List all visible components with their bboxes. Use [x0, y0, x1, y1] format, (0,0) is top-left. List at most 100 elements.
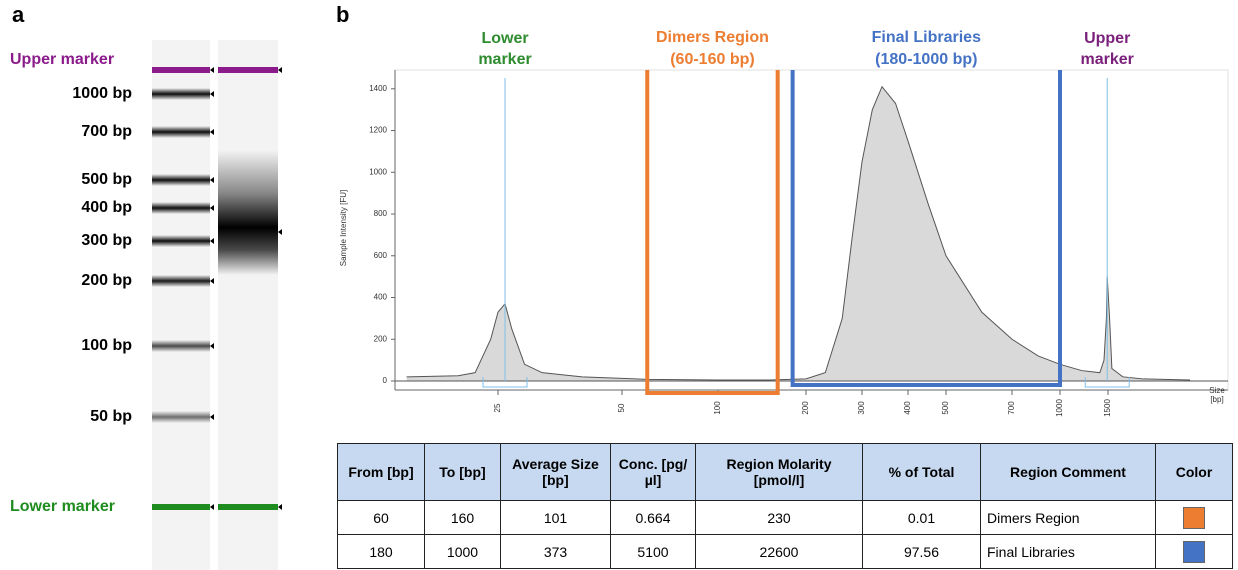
ladder-lane [152, 40, 210, 570]
ladder-label: 700 bp [81, 123, 132, 140]
y-tick-label: 600 [374, 251, 388, 260]
marker-band [218, 67, 278, 73]
figure: a b Sample Intensity [FU] 1000 bp 700 bp 5… [0, 0, 1238, 570]
y-tick-label: 1200 [369, 126, 387, 135]
ladder-band [152, 174, 210, 186]
ladder-band [152, 340, 210, 352]
table-cell: 160 [425, 501, 501, 535]
ladder-label: 200 bp [81, 272, 132, 289]
y-tick-label: 0 [383, 376, 388, 385]
band-arrow [210, 414, 214, 420]
ladder-label: 500 bp [81, 171, 132, 188]
band-arrow [210, 129, 214, 135]
ladder-band [152, 126, 210, 138]
band-arrow [278, 229, 282, 235]
region-name: Final Libraries [872, 29, 981, 46]
table-cell: 180 [338, 535, 425, 569]
marker-label: Upper marker [10, 51, 114, 68]
y-tick-label: 800 [374, 209, 388, 218]
x-tick-label: 400 [903, 401, 912, 415]
table-cell: 22600 [696, 535, 863, 569]
marker-annotation: Lower marker [473, 28, 537, 70]
panel-letter: b [336, 2, 349, 27]
x-tick-label: 500 [941, 401, 950, 415]
table-cell: 1000 [425, 535, 501, 569]
region-box [647, 70, 777, 393]
table-cell: 60 [338, 501, 425, 535]
ladder-band [152, 202, 210, 214]
header-cell: Region Molarity [pmol/l] [696, 444, 863, 501]
sample-lane [218, 40, 278, 570]
band-arrow [210, 278, 214, 284]
header-cell: Color [1156, 444, 1233, 501]
ladder-band [152, 88, 210, 100]
color-cell [1156, 535, 1233, 569]
ladder-band [152, 235, 210, 247]
header-cell: To [bp] [425, 444, 501, 501]
table-cell: 373 [501, 535, 611, 569]
table-cell: Dimers Region [981, 501, 1156, 535]
sample-smear [218, 150, 278, 275]
x-tick-label: 200 [801, 401, 810, 415]
table-cell: 101 [501, 501, 611, 535]
band-arrow [278, 67, 282, 73]
table-cell: Final Libraries [981, 535, 1156, 569]
band-arrow [210, 67, 214, 73]
x-tick-label: 1500 [1103, 399, 1112, 417]
x-tick-label: 300 [857, 401, 866, 415]
band-arrow [210, 238, 214, 244]
marker-band [152, 67, 210, 73]
table-cell: 0.664 [611, 501, 696, 535]
plot-frame [395, 70, 1228, 390]
band-arrow [210, 504, 214, 510]
band-arrow [278, 504, 282, 510]
color-swatch [1183, 541, 1205, 563]
color-swatch [1183, 507, 1205, 529]
header-row: From [bp]To [bp]Average Size [bp]Conc. [… [338, 444, 1233, 501]
region-range: (60-160 bp) [670, 51, 754, 68]
table-cell: 97.56 [863, 535, 981, 569]
header-cell: From [bp] [338, 444, 425, 501]
ladder-label: 50 bp [90, 408, 132, 425]
y-tick-label: 400 [374, 293, 388, 302]
y-tick-label: 1000 [369, 167, 387, 176]
marker-annotation: Upper marker [1075, 28, 1139, 70]
marker-band [152, 504, 210, 510]
trace-fill [407, 87, 1190, 381]
x-tick-label: 25 [493, 403, 502, 412]
band-arrow [210, 91, 214, 97]
x-axis-label: Size [bp] [1206, 386, 1228, 404]
ladder-label: 1000 bp [72, 85, 132, 102]
x-tick-label: 50 [617, 403, 626, 412]
x-tick-label: 1000 [1055, 399, 1064, 417]
header-cell: Average Size [bp] [501, 444, 611, 501]
ladder-label: 400 bp [81, 199, 132, 216]
table-cell: 230 [696, 501, 863, 535]
table-cell: 5100 [611, 535, 696, 569]
band-arrow [210, 205, 214, 211]
table-cell: 0.01 [863, 501, 981, 535]
header-cell: % of Total [863, 444, 981, 501]
x-tick-label: 700 [1007, 401, 1016, 415]
panel-letter: a [12, 2, 25, 27]
region-name: Dimers Region [656, 29, 769, 46]
region-range: (180-1000 bp) [875, 51, 977, 68]
trace [407, 87, 1190, 380]
region-table: From [bp]To [bp]Average Size [bp]Conc. [… [337, 443, 1233, 569]
marker-label: Lower marker [10, 498, 115, 515]
y-axis-label: Sample Intensity [FU] [339, 190, 348, 266]
header-cell: Conc. [pg/µl] [611, 444, 696, 501]
x-tick-label: 100 [713, 401, 722, 415]
marker-band [218, 504, 278, 510]
y-tick-label: 200 [374, 334, 388, 343]
y-tick-label: 1400 [369, 84, 387, 93]
band-arrow [210, 177, 214, 183]
color-cell [1156, 501, 1233, 535]
ladder-band [152, 275, 210, 287]
ladder-label: 300 bp [81, 232, 132, 249]
band-arrow [210, 343, 214, 349]
ladder-label: 100 bp [81, 337, 132, 354]
header-cell: Region Comment [981, 444, 1156, 501]
